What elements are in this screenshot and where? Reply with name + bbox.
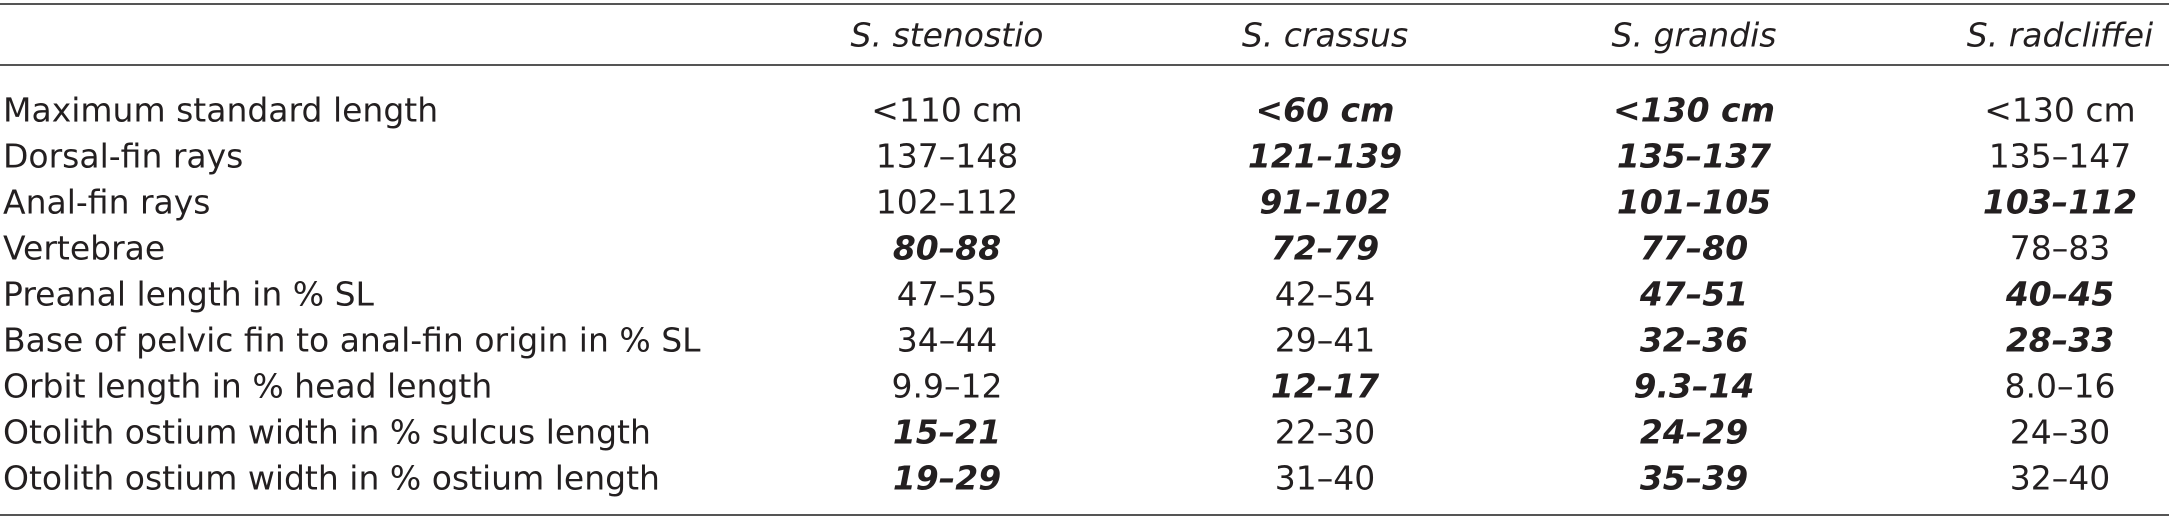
cell: 78–83 [2010, 229, 2110, 268]
cell: <130 cm [1984, 91, 2135, 130]
row-label: Anal-fin rays [3, 183, 211, 222]
cell: 12–17 [1271, 367, 1379, 406]
row-label: Dorsal-fin rays [3, 137, 243, 176]
cell: 137–148 [876, 137, 1018, 176]
cell: 24–29 [1640, 413, 1748, 452]
cell: 32–40 [2010, 459, 2110, 498]
cell: 15–21 [893, 413, 1001, 452]
cell: 31–40 [1275, 459, 1375, 498]
cell: 35–39 [1640, 459, 1748, 498]
cell: 102–112 [876, 183, 1018, 222]
cell: 19–29 [893, 459, 1001, 498]
cell: 47–55 [897, 275, 997, 314]
cell: 34–44 [897, 321, 997, 360]
column-header: S. grandis [1612, 16, 1777, 55]
column-header: S. radcliffei [1967, 16, 2153, 55]
cell: 40–45 [2005, 275, 2114, 314]
cell: <60 cm [1255, 91, 1394, 130]
cell: 42–54 [1275, 275, 1375, 314]
cell: 24–30 [2010, 413, 2110, 452]
column-header: S. crassus [1242, 16, 1408, 55]
cell: 8.0–16 [2005, 367, 2116, 406]
cell: 22–30 [1275, 413, 1375, 452]
cell: 72–79 [1271, 229, 1379, 268]
cell: 135–147 [1989, 137, 2131, 176]
cell: 9.3–14 [1634, 367, 1755, 406]
row-label: Preanal length in % SL [3, 275, 375, 314]
row-label: Base of pelvic fin to anal-fin origin in… [3, 321, 701, 360]
cell: 28–33 [2006, 321, 2114, 360]
cell: <130 cm [1613, 91, 1775, 130]
row-label: Vertebrae [3, 229, 165, 268]
cell: 91–102 [1259, 183, 1390, 222]
cell: 32–36 [1640, 321, 1748, 360]
cell: 77–80 [1640, 229, 1748, 268]
cell: 9.9–12 [892, 367, 1003, 406]
cell: 101–105 [1617, 183, 1771, 222]
cell: 121–139 [1248, 137, 1402, 176]
row-label: Otolith ostium width in % sulcus length [3, 413, 651, 452]
column-header: S. stenostio [851, 16, 1044, 55]
row-label: Otolith ostium width in % ostium length [3, 459, 660, 498]
cell: 103–112 [1983, 183, 2137, 222]
cell: 80–88 [893, 229, 1001, 268]
row-label: Maximum standard length [3, 91, 438, 130]
cell: 135–137 [1617, 137, 1771, 176]
cell: 29–41 [1275, 321, 1375, 360]
row-label: Orbit length in % head length [3, 367, 492, 406]
cell: <110 cm [871, 91, 1022, 130]
cell: 47–51 [1639, 275, 1748, 314]
